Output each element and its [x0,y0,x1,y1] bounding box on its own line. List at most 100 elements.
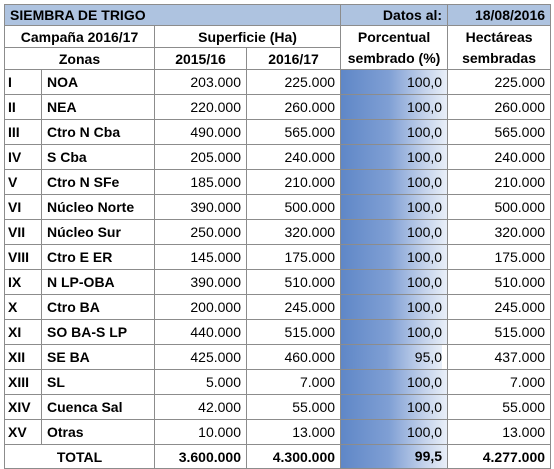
surface-2016-17: 515.000 [245,319,342,345]
total-percent-sown-cell: 99,5 [340,444,449,469]
percent-sown-cell: 100,0 [340,119,449,145]
zone-name: Ctro BA [41,294,155,320]
zone-name: Ctro N Cba [41,119,155,145]
percent-sown-cell: 100,0 [340,294,449,320]
hectares-sown: 210.000 [447,169,552,195]
percent-sown-value: 100,0 [407,399,443,415]
hectares-sown: 7.000 [447,369,552,395]
surface-2016-17: 245.000 [245,294,342,320]
total-surface-2015-16: 3.600.000 [154,444,247,469]
percent-sown-value: 100,0 [407,274,443,290]
surface-2015-16: 440.000 [154,319,247,345]
percent-sown-value: 100,0 [407,224,443,240]
surface-2015-16: 42.000 [154,394,247,420]
percent-sown-value: 100,0 [407,374,443,390]
hectares-sown: 240.000 [447,144,552,170]
percent-sown-bar [341,320,447,344]
surface-2016-17: 500.000 [245,194,342,220]
percent-sown-value: 100,0 [407,99,443,115]
hectareas-header-line1: Hectáreas [465,28,533,45]
zone-name: NEA [41,94,155,120]
hectareas-header-line2: sembradas [462,49,537,66]
percent-sown-cell: 100,0 [340,144,449,170]
zone-number: XIV [4,394,42,420]
surface-2016-17: 240.000 [245,144,342,170]
percent-sown-bar [341,370,447,394]
total-surface-2016-17: 4.300.000 [245,444,342,469]
surface-2015-16: 220.000 [154,94,247,120]
surface-2015-16: 250.000 [154,219,247,245]
percent-sown-value: 100,0 [407,124,443,140]
hectares-sown: 225.000 [447,69,552,95]
percent-sown-bar [341,395,447,419]
zone-name: NOA [41,69,155,95]
header-row-1: Campaña 2016/17 Superficie (Ha) Porcentu… [4,25,552,70]
table-row: XIII SL 5.000 7.000 100,0 7.000 [4,369,552,395]
table-row: IX N LP-OBA 390.000 510.000 100,0 510.000 [4,269,552,295]
zone-number: X [4,294,42,320]
table-row: VIII Ctro E ER 145.000 175.000 100,0 175.000 [4,244,552,270]
total-label: TOTAL [4,444,155,469]
percent-sown-cell: 100,0 [340,219,449,245]
hectares-sown: 13.000 [447,419,552,445]
surface-2015-16: 5.000 [154,369,247,395]
surface-2015-16: 205.000 [154,144,247,170]
date-value: 18/08/2016 [447,4,552,26]
wheat-sowing-table-container: SIEMBRA DE TRIGO Datos al: 18/08/2016 Ca… [3,4,552,469]
hectares-sown: 510.000 [447,269,552,295]
percent-sown-cell: 100,0 [340,369,449,395]
zone-name: Cuenca Sal [41,394,155,420]
hectares-sown: 565.000 [447,119,552,145]
surface-2015-16: 185.000 [154,169,247,195]
percent-sown-bar [341,220,447,244]
year1-header: 2015/16 [154,47,247,70]
surface-2016-17: 7.000 [245,369,342,395]
zone-name: S Cba [41,144,155,170]
zone-number: V [4,169,42,195]
percent-sown-value: 100,0 [407,199,443,215]
wheat-sowing-table: SIEMBRA DE TRIGO Datos al: 18/08/2016 Ca… [3,4,552,469]
surface-2016-17: 13.000 [245,419,342,445]
percent-sown-cell: 100,0 [340,244,449,270]
year2-header: 2016/17 [245,47,342,70]
surface-2015-16: 200.000 [154,294,247,320]
surface-2016-17: 565.000 [245,119,342,145]
superficie-header: Superficie (Ha) [153,25,342,48]
porcentual-header: Porcentual sembrado (%) [340,25,449,70]
percent-sown-value: 100,0 [407,299,443,315]
surface-2015-16: 145.000 [154,244,247,270]
surface-2016-17: 460.000 [245,344,342,370]
hectares-sown: 245.000 [447,294,552,320]
surface-2015-16: 490.000 [154,119,247,145]
zonas-header: Zonas [4,47,155,70]
zone-name: Ctro E ER [41,244,155,270]
table-row: XIV Cuenca Sal 42.000 55.000 100,0 55.000 [4,394,552,420]
zone-name: Núcleo Norte [41,194,155,220]
percent-sown-bar [341,245,447,269]
porcentual-header-line2: sembrado (%) [347,49,441,66]
hectares-sown: 515.000 [447,319,552,345]
hectares-sown: 260.000 [447,94,552,120]
table-row: VI Núcleo Norte 390.000 500.000 100,0 500.000 [4,194,552,220]
percent-sown-cell: 100,0 [340,394,449,420]
percent-sown-value: 100,0 [407,324,443,340]
zone-name: Otras [41,419,155,445]
total-hectares-sown: 4.277.000 [447,444,552,469]
total-percent-sown-value: 99,5 [414,448,443,464]
zone-number: III [4,119,42,145]
percent-sown-bar [341,95,447,119]
zone-name: Núcleo Sur [41,219,155,245]
percent-sown-bar [341,295,447,319]
porcentual-header-line1: Porcentual [357,28,431,45]
percent-sown-cell: 100,0 [340,419,449,445]
zone-number: VIII [4,244,42,270]
surface-2015-16: 10.000 [154,419,247,445]
table-row: XV Otras 10.000 13.000 100,0 13.000 [4,419,552,445]
zone-name: SL [41,369,155,395]
surface-2015-16: 203.000 [154,69,247,95]
zone-name: N LP-OBA [41,269,155,295]
percent-sown-bar [341,145,447,169]
hectares-sown: 320.000 [447,219,552,245]
title-row: SIEMBRA DE TRIGO Datos al: 18/08/2016 [3,4,552,26]
surface-2015-16: 425.000 [154,344,247,370]
